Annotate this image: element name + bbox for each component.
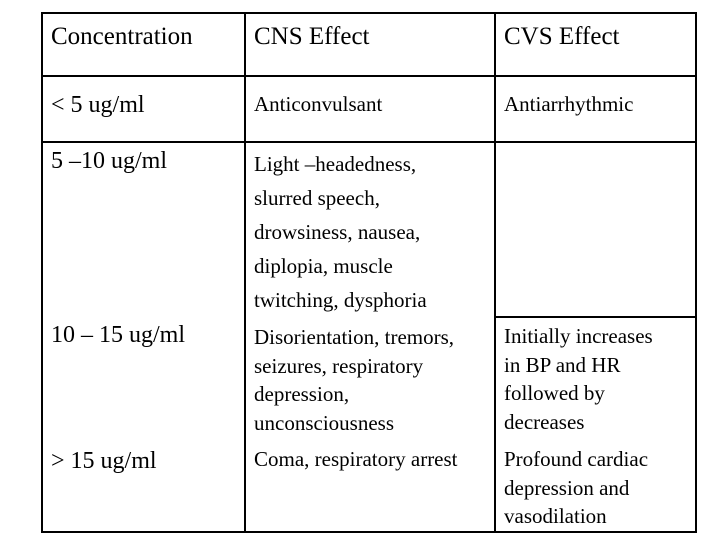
concentration-cell: 10 – 15 ug/ml: [41, 317, 246, 443]
cvs-effect-cell: Antiarrhythmic: [494, 75, 697, 143]
cns-effect-cell: Disorientation, tremors, seizures, respi…: [244, 317, 496, 443]
table-header-row: Concentration CNS Effect CVS Effect: [41, 12, 697, 77]
cns-effect-cell: Light –headedness, slurred speech, drows…: [244, 141, 496, 317]
cvs-effect-cell: [494, 141, 697, 318]
table-row: 5 –10 ug/ml Light –headedness, slurred s…: [41, 141, 697, 318]
cvs-effect-cell: Initially increases in BP and HR followe…: [494, 316, 697, 443]
concentration-cell: 5 –10 ug/ml: [41, 141, 246, 317]
effects-table: Concentration CNS Effect CVS Effect < 5 …: [41, 12, 697, 533]
concentration-cell: < 5 ug/ml: [41, 75, 246, 143]
header-cvs-effect: CVS Effect: [494, 12, 697, 77]
header-cns-effect: CNS Effect: [244, 12, 496, 77]
header-concentration: Concentration: [41, 12, 246, 77]
cvs-effect-cell: Profound cardiac depression and vasodila…: [494, 443, 697, 533]
table-row: 10 – 15 ug/ml Disorientation, tremors, s…: [41, 316, 697, 443]
cns-effect-cell: Anticonvulsant: [244, 75, 496, 143]
table-row: > 15 ug/ml Coma, respiratory arrest Prof…: [41, 443, 697, 533]
table-row: < 5 ug/ml Anticonvulsant Antiarrhythmic: [41, 75, 697, 143]
concentration-cell: > 15 ug/ml: [41, 443, 246, 533]
cns-effect-cell: Coma, respiratory arrest: [244, 443, 496, 533]
